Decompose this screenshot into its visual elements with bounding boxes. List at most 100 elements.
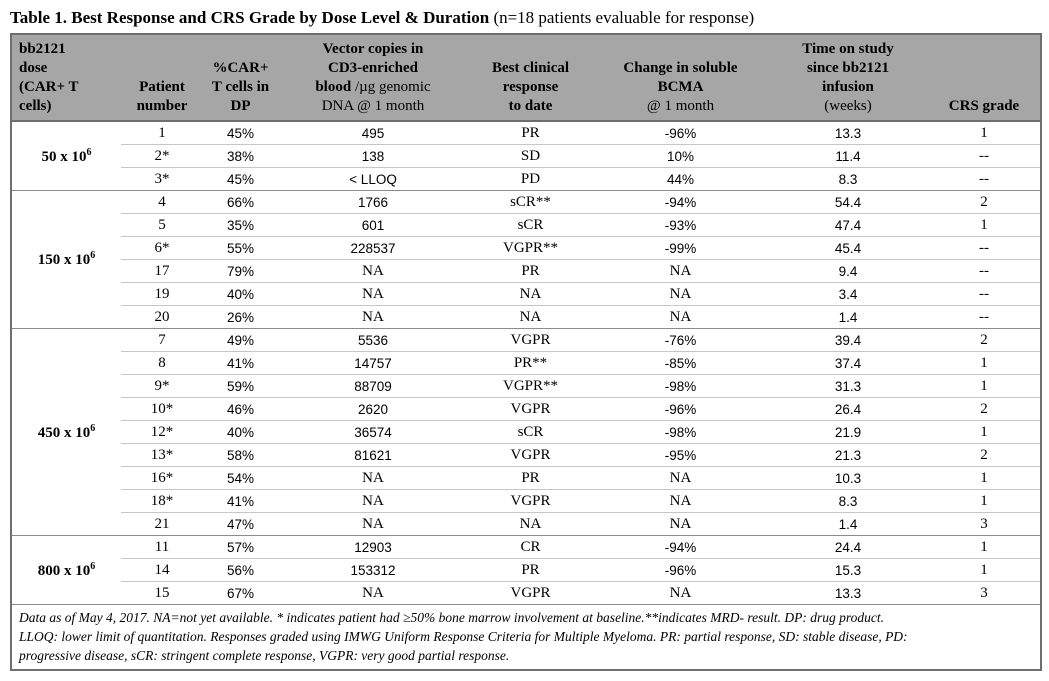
cell-crs: 1 [928, 466, 1041, 490]
cell-response: NA [468, 305, 593, 329]
cell-time: 13.3 [834, 125, 862, 141]
table-row-patient-2: 2* 38% 138 SD 10% 11.4 -- [11, 144, 1041, 168]
table-row-patient-1: 50 x 106 1 45% 495 PR -96% 13.3 1 [11, 121, 1041, 165]
cell-time: 37.4 [768, 351, 928, 375]
cell-bcma: NA [593, 259, 768, 283]
table-row-patient-18: 18* 41% NA VGPR NA 8.3 1 [11, 489, 1041, 513]
cell-bcma: -99% [593, 236, 768, 260]
cell-time: 39.4 [768, 328, 928, 352]
cell-time: 31.3 [768, 374, 928, 398]
table-row-patient-13: 13* 58% 81621 VGPR -95% 21.3 2 [11, 443, 1041, 467]
cell-response: VGPR [468, 489, 593, 513]
table-row-patient-15: 15 67% NA VGPR NA 13.3 3 [11, 581, 1041, 605]
cell-time: 47.4 [768, 213, 928, 237]
cell-time: 13.3 [768, 581, 928, 605]
cell-bcma: -98% [593, 420, 768, 444]
cell-bcma: -94% [593, 535, 768, 559]
cell-vector: 36574 [278, 420, 468, 444]
cell-vector: 14757 [278, 351, 468, 375]
cell-response: VGPR** [468, 374, 593, 398]
cell-patient: 2* [121, 144, 203, 168]
cell-car_pct: 41% [203, 489, 278, 513]
cell-vector: NA [278, 581, 468, 605]
cell-vector: 1766 [278, 190, 468, 214]
table-body: 50 x 106 1 45% 495 PR -96% 13.3 1 2* 38% 138 SD 10% 1… [11, 121, 1041, 605]
cell-patient: 11 [121, 535, 203, 559]
cell-bcma: 10% [593, 144, 768, 168]
cell-vector: NA [278, 259, 468, 283]
cell-patient: 12* [121, 420, 203, 444]
footnote-line: LLOQ: lower limit of quantitation. Respo… [19, 629, 908, 644]
footnote-row: Data as of May 4, 2017. NA=not yet avail… [11, 604, 1041, 670]
cell-vector: 88709 [278, 374, 468, 398]
cell-time: 24.4 [768, 535, 928, 559]
cell-crs: 3 [928, 512, 1041, 536]
cell-crs: 2 [928, 190, 1041, 214]
cell-vector: 601 [278, 213, 468, 237]
table-footer: Data as of May 4, 2017. NA=not yet avail… [11, 604, 1041, 670]
cell-response: VGPR** [468, 236, 593, 260]
cell-vector: 138 [278, 144, 468, 168]
cell-car_pct: 45% [203, 167, 278, 191]
cell-time: 1.4 [768, 512, 928, 536]
cell-bcma: -96% [593, 558, 768, 582]
cell-bcma: -95% [593, 443, 768, 467]
cell-response: CR [468, 535, 593, 559]
cell-crs: 1 [928, 420, 1041, 444]
column-header-patient: Patient number [121, 34, 203, 122]
table-row-patient-12: 12* 40% 36574 sCR -98% 21.9 1 [11, 420, 1041, 444]
cell-response: PR [468, 259, 593, 283]
cell-vector: 2620 [278, 397, 468, 421]
cell-response: VGPR [468, 397, 593, 421]
cell-bcma: NA [593, 581, 768, 605]
cell-bcma: -96% [664, 125, 697, 141]
table-row-patient-19: 19 40% NA NA NA 3.4 -- [11, 282, 1041, 306]
cell-patient: 9* [121, 374, 203, 398]
table-title-bold: Table 1. Best Response and CRS Grade by … [10, 8, 490, 27]
cell-response: PD [468, 167, 593, 191]
table-row-patient-7: 450 x 106 7 49% 5536 VGPR -76% 39.4 2 [11, 328, 1041, 536]
cell-crs: 2 [928, 328, 1041, 352]
cell-crs: 1 [928, 535, 1041, 559]
cell-vector: 228537 [278, 236, 468, 260]
cell-time: 54.4 [768, 190, 928, 214]
cell-car_pct: 56% [203, 558, 278, 582]
cell-patient: 8 [121, 351, 203, 375]
dose-group-label: 50 x 106 [41, 146, 92, 165]
cell-crs: -- [928, 259, 1041, 283]
table-row-patient-11: 800 x 106 11 57% 12903 CR -94% 24.4 1 [11, 535, 1041, 605]
cell-patient: 10* [121, 397, 203, 421]
cell-crs: 1 [928, 558, 1041, 582]
column-header-crs: CRS grade [928, 34, 1041, 122]
table-footnote: Data as of May 4, 2017. NA=not yet avail… [11, 604, 1041, 670]
cell-bcma: -76% [593, 328, 768, 352]
table-title-note: (n=18 patients evaluable for response) [489, 8, 755, 27]
table-row-patient-21: 21 47% NA NA NA 1.4 3 [11, 512, 1041, 536]
cell-response: VGPR [468, 443, 593, 467]
cell-patient: 16* [121, 466, 203, 490]
cell-response: sCR [468, 213, 593, 237]
cell-car_pct: 41% [203, 351, 278, 375]
cell-response: PR [468, 466, 593, 490]
column-header-bcma: Change in soluble BCMA @ 1 month [593, 34, 768, 122]
cell-crs: 1 [980, 124, 988, 141]
cell-patient: 13* [121, 443, 203, 467]
cell-bcma: -96% [593, 397, 768, 421]
cell-time: 8.3 [768, 489, 928, 513]
cell-vector: 81621 [278, 443, 468, 467]
dose-group-label: 150 x 106 [11, 190, 121, 329]
table-row-patient-4: 150 x 106 4 66% 1766 sCR** -94% 54.4 2 [11, 190, 1041, 329]
cell-vector: NA [278, 512, 468, 536]
dose-group-label: 450 x 106 [11, 328, 121, 536]
cell-car_pct: 38% [203, 144, 278, 168]
column-header-vector: Vector copies in CD3-enriched blood /µg ge… [278, 34, 468, 122]
cell-time: 45.4 [768, 236, 928, 260]
cell-time: 21.9 [768, 420, 928, 444]
cell-bcma: -93% [593, 213, 768, 237]
cell-vector: 12903 [278, 535, 468, 559]
column-header-response: Best clinical response to date [468, 34, 593, 122]
cell-vector: < LLOQ [278, 167, 468, 191]
